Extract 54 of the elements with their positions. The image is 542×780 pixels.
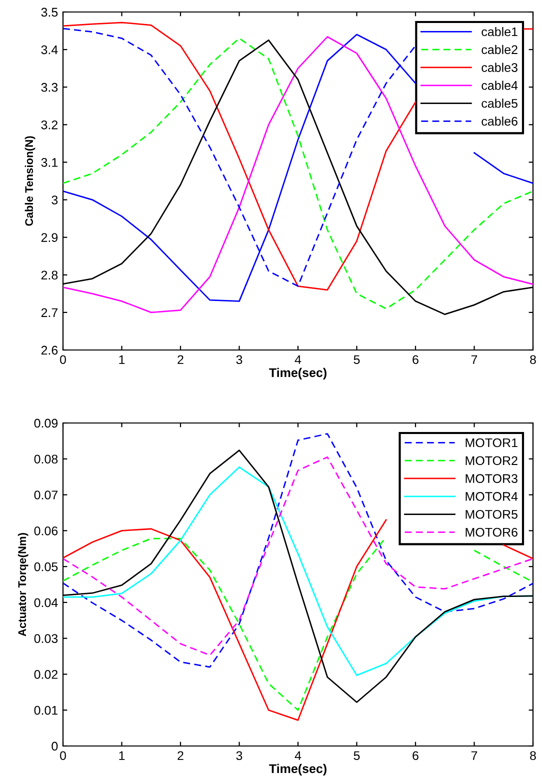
x-tick-label: 7	[471, 751, 478, 760]
y-tick-label: 3.4	[41, 45, 58, 54]
y-tick-label: 0.06	[34, 526, 58, 536]
x-tick-label: 4	[294, 355, 302, 364]
y-tick-label: 3	[52, 196, 58, 204]
y-tick-label: 0.03	[34, 634, 58, 643]
x-tick-label: 7	[471, 355, 478, 364]
x-tick-label: 1	[119, 355, 125, 364]
y-axis-title: Actuator Torqe(Nm)	[18, 532, 28, 636]
x-axis-title: Time(sec)	[269, 368, 326, 380]
x-tick-label: 2	[178, 355, 184, 364]
y-tick-label: 0.07	[34, 490, 58, 500]
x-tick-label: 0	[60, 751, 66, 760]
legend-label: MOTOR1	[466, 438, 518, 448]
y-tick-label: 0.02	[34, 670, 58, 679]
y-tick-label: 3.2	[41, 120, 58, 130]
y-tick-label: 2.8	[41, 270, 58, 280]
y-tick-label: 0.05	[34, 562, 58, 572]
y-tick-label: 0	[52, 742, 58, 751]
x-tick-label: 3	[236, 751, 242, 760]
x-tick-label: 2	[178, 751, 184, 760]
legend-label: cable4	[482, 80, 518, 90]
y-tick-label: 3.3	[41, 82, 58, 92]
legend-label: cable1	[482, 27, 518, 36]
legend-label: cable2	[482, 44, 518, 54]
y-tick-label: 3.5	[41, 8, 58, 17]
legend-label: cable3	[482, 62, 518, 72]
y-axis-title: Cable Tension(N)	[24, 136, 36, 226]
y-tick-label: 0.01	[34, 706, 58, 715]
y-tick-label: 2.9	[41, 233, 58, 242]
legend-label: MOTOR6	[466, 528, 518, 537]
y-tick-label: 2.6	[41, 346, 58, 355]
x-tick-label: 4	[294, 751, 302, 760]
x-tick-label: 5	[354, 751, 360, 760]
y-tick-label: 0.09	[34, 418, 58, 428]
x-tick-label: 3	[236, 355, 242, 364]
y-tick-label: 0.04	[34, 598, 58, 608]
legend-label: MOTOR3	[466, 474, 518, 483]
x-tick-label: 6	[412, 751, 418, 760]
x-tick-label: 5	[354, 355, 360, 364]
y-tick-label: 2.7	[41, 308, 58, 317]
x-axis-title: Time(sec)	[269, 764, 326, 776]
legend-label: cable5	[482, 98, 518, 108]
legend-label: MOTOR5	[466, 510, 518, 519]
x-tick-label: 6	[412, 355, 418, 364]
y-tick-label: 3.1	[41, 158, 58, 167]
x-tick-label: 8	[530, 751, 536, 760]
x-tick-label: 8	[530, 355, 536, 364]
x-tick-label: 0	[60, 355, 66, 364]
legend-label: MOTOR4	[466, 492, 518, 501]
x-tick-label: 1	[119, 751, 125, 760]
legend-label: cable6	[482, 116, 518, 126]
y-tick-label: 0.08	[34, 454, 58, 464]
legend-label: MOTOR2	[466, 456, 518, 466]
